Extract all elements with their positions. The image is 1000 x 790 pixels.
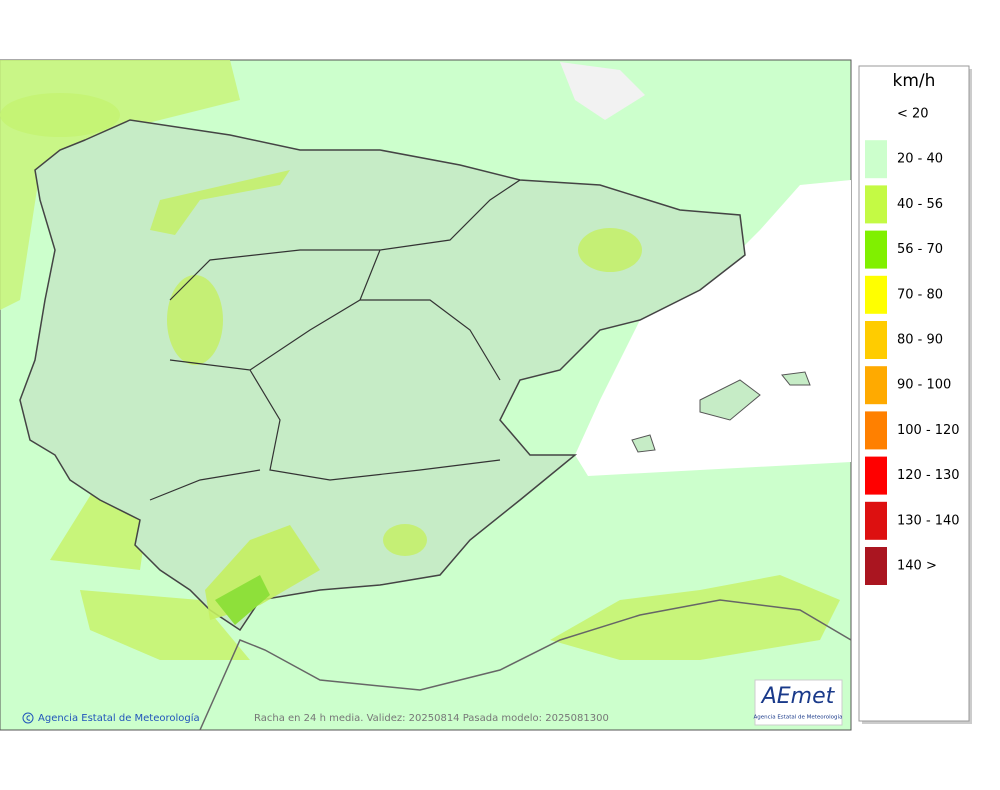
legend: km/h < 20 20 - 40 40 - 56 56 - 70 70 - 80 80 … xyxy=(858,65,972,724)
legend-swatch xyxy=(865,321,887,359)
legend-swatch xyxy=(865,185,887,224)
legend-label: 20 - 40 xyxy=(897,152,943,167)
legend-swatch xyxy=(865,140,887,179)
legend-label: 70 - 80 xyxy=(897,287,943,302)
region-border xyxy=(149,179,521,501)
coastline xyxy=(199,599,852,731)
wind-area xyxy=(167,275,223,365)
legend-label: 130 - 140 xyxy=(897,513,960,528)
legend-label: 56 - 70 xyxy=(897,242,943,257)
legend-title: km/h xyxy=(893,71,936,91)
sea-area xyxy=(575,180,851,476)
legend-swatch xyxy=(865,230,887,269)
copyright-icon xyxy=(22,712,34,724)
legend-swatch xyxy=(865,456,887,495)
wind-area xyxy=(215,575,270,625)
wind-area xyxy=(80,590,250,660)
legend-label: 90 - 100 xyxy=(897,378,951,393)
logo-subtitle: Agencia Estatal de Meteorología xyxy=(754,714,843,721)
legend-swatch xyxy=(865,366,887,405)
sea-area xyxy=(560,62,645,120)
logo-box xyxy=(754,679,843,726)
wind-area xyxy=(578,228,642,272)
map: Agencia Estatal de Meteorología Racha en… xyxy=(0,59,852,731)
caption: Racha en 24 h media. Validez: 20250814 P… xyxy=(254,713,609,724)
legend-swatch xyxy=(865,547,887,585)
legend-swatch xyxy=(865,275,887,314)
legend-label: 140 > xyxy=(897,559,937,574)
land xyxy=(19,119,746,632)
wind-area xyxy=(550,575,840,660)
island xyxy=(781,371,811,386)
wind-area xyxy=(383,524,427,556)
logo-name: AEmet xyxy=(760,684,836,709)
wind-area xyxy=(0,60,240,310)
legend-label: 120 - 130 xyxy=(897,468,960,483)
wind-area xyxy=(150,170,290,235)
legend-swatch xyxy=(865,411,887,450)
legend-label: 40 - 56 xyxy=(897,197,943,212)
island xyxy=(699,379,761,421)
legend-label: 80 - 90 xyxy=(897,333,943,348)
credit: Agencia Estatal de Meteorología xyxy=(38,712,200,724)
island xyxy=(631,434,656,453)
legend-swatch xyxy=(865,501,887,540)
legend-label: < 20 xyxy=(897,107,929,122)
legend-label: 100 - 120 xyxy=(897,423,960,438)
